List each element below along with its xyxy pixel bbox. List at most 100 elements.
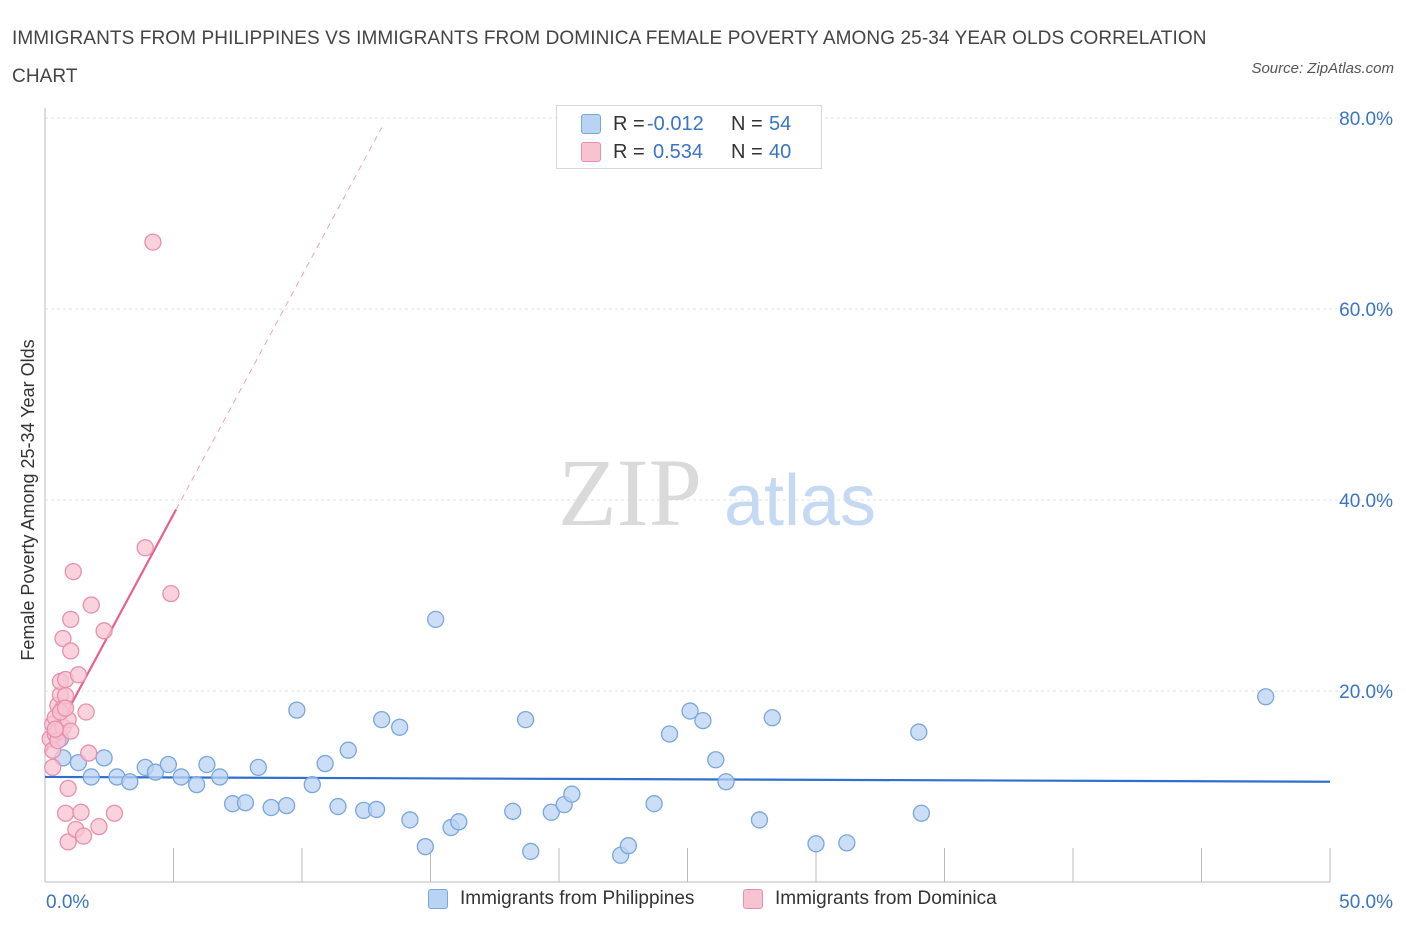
philippines-point [277,796,296,815]
dominica-point [54,629,72,648]
philippines-point [329,797,347,816]
philippines-point [694,711,712,730]
dominica-point [136,539,154,557]
dominica-r-value: 0.534 [653,140,704,163]
dominica-point [77,703,95,721]
axis-labels: 20.0% 40.0% 60.0% 80.0% 0.0% 50.0% Female Pove… [18,109,1393,913]
dominica-swatch [581,142,601,162]
bottom-legend-dominica: Immigrants from Dominica [743,888,997,910]
philippines-swatch [581,114,601,134]
bottom-philippines-label: Immigrants from Philippines [460,888,695,909]
philippines-n-label: N = [731,112,763,135]
philippines-point [316,754,334,773]
stats-legend: R = -0.012 N = 54 R = 0.534 N = 40 [556,105,822,169]
dominica-point [90,817,108,836]
dominica-n-label: N = [731,140,763,163]
legend-row-philippines: R = -0.012 N = 54 [581,111,791,137]
y-tick-label: 20.0% [1339,682,1393,703]
data-points [41,233,1275,864]
chart-title: IMMIGRANTS FROM PHILIPPINES VS IMMIGRANT… [12,28,1207,87]
chart-source: Source: ZipAtlas.com [1251,60,1394,77]
dominica-n-value: 40 [769,140,792,163]
philippines-r-label: R = [613,112,645,135]
philippines-point [807,835,825,853]
dominica-trend-extension [175,127,383,510]
philippines-point [645,795,663,813]
philippines-point [563,785,581,803]
philippines-point [172,768,190,786]
y-axis-label: Female Poverty Among 25-34 Year Olds [18,339,38,660]
philippines-point [516,711,535,729]
dominica-point [74,827,93,845]
watermark-zip: ZIP [558,439,702,546]
philippines-point [717,773,735,791]
y-tick-label: 80.0% [1339,109,1393,130]
dominica-point [64,562,82,581]
bottom-philippines-swatch [428,889,448,909]
dominica-point [62,610,80,629]
philippines-point [288,701,306,719]
dominica-point [72,803,90,821]
dominica-point [59,833,77,851]
dominica-point [44,758,62,777]
philippines-point [707,751,725,769]
watermark-atlas: atlas [724,461,876,541]
philippines-point [198,755,216,774]
gridlines [45,117,1390,692]
x-tick-label: 0.0% [46,892,89,913]
dominica-point [69,666,88,684]
philippines-point [339,741,357,759]
philippines-point [211,768,229,786]
philippines-point [401,811,419,829]
philippines-point [504,802,522,820]
y-tick-label: 60.0% [1339,300,1393,321]
philippines-point [450,813,468,831]
philippines-point [912,804,931,822]
philippines-point [660,725,679,743]
bottom-dominica-swatch [743,889,763,909]
dominica-point [82,596,100,614]
philippines-point [750,811,769,829]
philippines-point [910,723,928,741]
philippines-point [416,838,435,856]
dominica-point [62,642,80,660]
watermark: ZIP atlas [558,439,876,546]
philippines-point [681,702,699,720]
y-tick-label: 40.0% [1339,491,1393,512]
legend-row-dominica: R = 0.534 N = 40 [581,139,791,165]
dominica-point [105,804,124,822]
philippines-point [542,803,560,821]
philippines-point [763,709,781,727]
dominica-point [144,233,162,251]
philippines-point [1257,688,1275,706]
dominica-point [56,804,75,822]
philippines-point [82,768,100,786]
bottom-dominica-label: Immigrants from Dominica [775,888,997,909]
philippines-point [249,758,267,777]
philippines-point [146,763,165,781]
dominica-point [59,779,77,798]
philippines-point [95,749,113,767]
philippines-point [838,834,856,852]
philippines-point [522,842,540,861]
philippines-trend-line [44,775,1331,783]
philippines-point [121,773,139,791]
philippines-n-value: 54 [769,112,792,135]
philippines-point [159,755,178,774]
dominica-point [80,744,98,762]
philippines-point [373,711,391,729]
philippines-point [303,775,321,794]
bottom-legend-philippines: Immigrants from Philippines [428,888,694,910]
dominica-r-label: R = [613,140,645,163]
dominica-point [95,622,113,640]
dominica-point [56,699,75,717]
philippines-point [236,794,255,812]
philippines-point [367,800,386,819]
x-tick-label: 50.0% [1339,892,1393,913]
philippines-point [262,798,280,817]
philippines-point [426,610,445,629]
dominica-point [162,584,180,603]
dominica-point [46,720,64,738]
philippines-point [391,718,409,736]
